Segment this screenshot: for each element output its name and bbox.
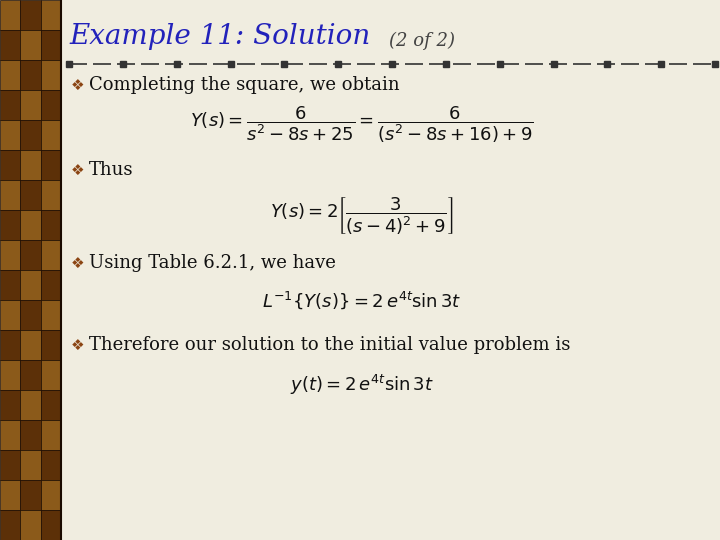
Text: Using Table 6.2.1, we have: Using Table 6.2.1, we have [89,254,336,272]
Bar [0,420,20,450]
Text: ❖: ❖ [71,338,84,353]
Bar [0,390,20,420]
Bar [0,180,20,210]
Text: (2 of 2): (2 of 2) [390,32,455,50]
Bar [0,270,20,300]
Bar [20,180,41,210]
Bar [20,0,41,30]
Bar [41,180,61,210]
Bar [0,120,20,150]
Bar [0,150,20,180]
Bar [41,420,61,450]
Bar [41,60,61,90]
Bar [0,330,20,360]
Bar [20,450,41,480]
Text: $Y(s) = \dfrac{6}{s^2 - 8s + 25} = \dfrac{6}{\left(s^2 - 8s + 16\right)+9}$: $Y(s) = \dfrac{6}{s^2 - 8s + 25} = \dfra… [190,105,534,145]
Bar [41,450,61,480]
Bar [41,300,61,330]
Bar [0,480,20,510]
Bar [41,390,61,420]
Text: $L^{-1}\left\{Y(s)\right\} = 2\,e^{4t}\sin 3t$: $L^{-1}\left\{Y(s)\right\} = 2\,e^{4t}\s… [262,289,462,311]
Bar [20,150,41,180]
Bar [41,480,61,510]
Bar [0,510,20,540]
Bar [20,210,41,240]
Bar [20,510,41,540]
Bar [41,210,61,240]
Bar [0,30,20,60]
Bar [20,30,41,60]
Bar [41,270,61,300]
Bar [0,450,20,480]
Bar [20,390,41,420]
Bar [20,240,41,270]
Bar [0,300,20,330]
Bar [20,360,41,390]
Bar [0,360,20,390]
Bar [20,300,41,330]
Bar [41,360,61,390]
Bar [0,60,20,90]
Bar [41,90,61,120]
Bar [41,120,61,150]
Text: Completing the square, we obtain: Completing the square, we obtain [89,76,400,94]
Bar [41,150,61,180]
Text: ❖: ❖ [71,78,84,92]
Bar [0,210,20,240]
Bar [41,30,61,60]
Bar [20,420,41,450]
Bar [20,480,41,510]
Bar [0,0,20,30]
Bar [41,0,61,30]
Bar [0,240,20,270]
Bar [41,330,61,360]
Text: Example 11: Solution: Example 11: Solution [69,23,371,50]
Text: $Y(s) = 2\left[\dfrac{3}{(s-4)^2+9}\right]$: $Y(s) = 2\left[\dfrac{3}{(s-4)^2+9}\righ… [271,194,454,235]
Text: Thus: Thus [89,161,134,179]
Bar [0,90,20,120]
Bar [20,90,41,120]
Text: $y(t) = 2\,e^{4t}\sin 3t$: $y(t) = 2\,e^{4t}\sin 3t$ [290,373,434,397]
Bar [41,510,61,540]
Text: ❖: ❖ [71,163,84,178]
Bar [41,240,61,270]
Bar [20,120,41,150]
Text: ❖: ❖ [71,255,84,271]
Bar [20,60,41,90]
Bar [20,330,41,360]
Text: Therefore our solution to the initial value problem is: Therefore our solution to the initial va… [89,336,570,354]
Bar [20,270,41,300]
